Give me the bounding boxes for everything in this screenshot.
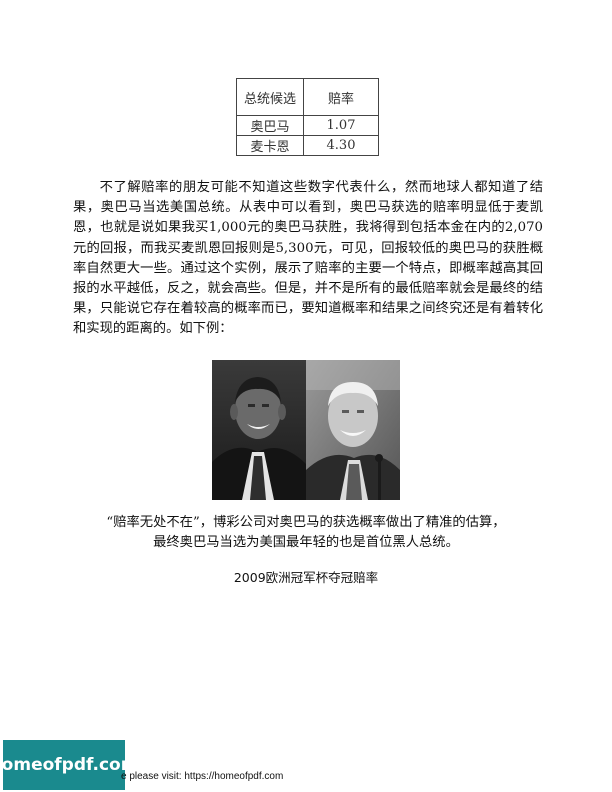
odds-table: 总统候选 赔率 奥巴马 1.07 麦卡恩 4.30 (236, 78, 379, 156)
candidate-odds: 4.30 (303, 135, 379, 156)
table-row: 奥巴马 1.07 (236, 115, 379, 136)
footer-visit-link[interactable]: e please visit: https://homeofpdf.com (121, 771, 284, 782)
body-paragraph: 不了解赔率的朋友可能不知道这些数字代表什么，然而地球人都知道了结果，奥巴马当选美… (73, 180, 543, 337)
section-heading: 2009欧洲冠军杯夺冠赔率 (233, 570, 379, 585)
photo-caption: “赔率无处不在”，博彩公司对奥巴马的获选概率做出了精准的估算， 最终奥巴马当选为… (60, 513, 552, 553)
homeofpdf-logo-badge[interactable]: homeofpdf.com (0, 740, 138, 790)
table-row: 麦卡恩 4.30 (236, 135, 379, 156)
header-odds: 赔率 (303, 78, 379, 116)
table-header-row: 总统候选 赔率 (236, 78, 379, 116)
body-text: 不了解赔率的朋友可能不知道这些数字代表什么，然而地球人都知道了结果，奥巴马当选美… (73, 178, 543, 340)
candidate-odds: 1.07 (303, 115, 379, 136)
candidates-photo (212, 360, 400, 500)
candidate-name: 麦卡恩 (236, 135, 304, 156)
candidates-photo-drawing (212, 360, 400, 500)
caption-line-1: “赔率无处不在”，博彩公司对奥巴马的获选概率做出了精准的估算， (106, 515, 506, 530)
candidate-name: 奥巴马 (236, 115, 304, 136)
badge-text: homeofpdf.com (0, 755, 139, 775)
caption-line-2: 最终奥巴马当选为美国最年轻的也是首位黑人总统。 (153, 535, 459, 550)
header-candidate: 总统候选 (236, 78, 304, 116)
